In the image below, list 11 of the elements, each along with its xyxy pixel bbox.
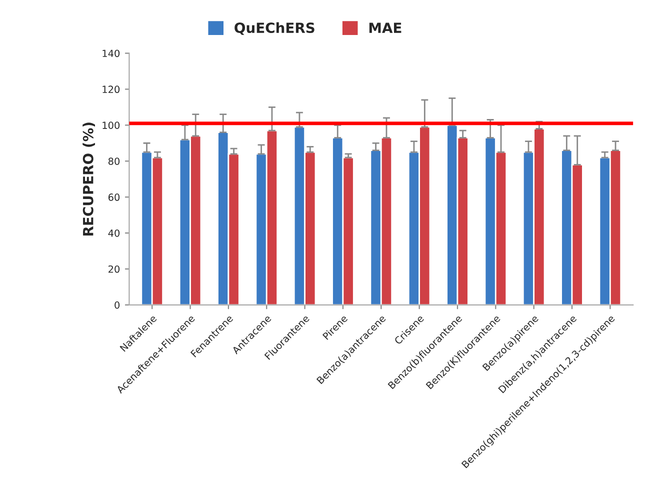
- y-tick-label: 120: [102, 86, 120, 94]
- y-tick-label: 140: [102, 50, 120, 58]
- y-tick-label: 40: [108, 229, 120, 237]
- y-tick-label: 20: [108, 265, 120, 273]
- y-tick-label: 80: [108, 158, 120, 165]
- y-tick-label: 60: [108, 194, 120, 201]
- legend-label: MAE: [369, 22, 402, 33]
- legend-label: QuEChERS: [234, 22, 314, 35]
- y-tick-label: 100: [102, 122, 120, 129]
- y-tick-label: 0: [114, 301, 120, 309]
- y-axis-title: RECUPERO (%): [82, 122, 96, 236]
